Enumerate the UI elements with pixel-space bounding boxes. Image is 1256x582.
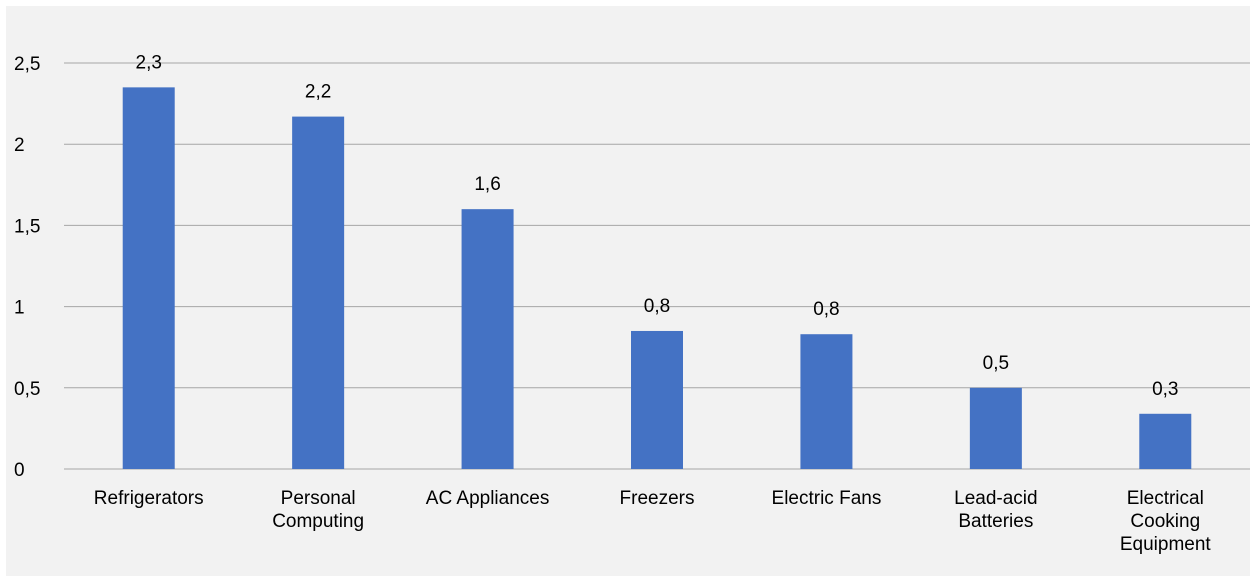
bar — [461, 209, 514, 469]
bar — [292, 116, 345, 469]
bar — [800, 334, 853, 469]
y-tick-label: 0 — [14, 460, 25, 481]
x-tick-label: Personal Computing — [272, 488, 364, 532]
x-tick-label: Refrigerators — [94, 488, 204, 509]
bar — [122, 87, 175, 470]
x-tick-label: Freezers — [620, 488, 695, 509]
gridlines — [64, 62, 1250, 470]
chart-panel: 0 0,5 1 1,5 2 2,5 2,3 2,2 1,6 0,8 0,8 0,5 0,3 Refri… — [6, 6, 1250, 576]
x-tick-label: AC Appliances — [426, 488, 550, 509]
data-label: 0,3 — [1152, 379, 1178, 400]
y-axis-ticks: 0 0,5 1 1,5 2 2,5 — [14, 54, 40, 481]
x-tick-label: Electric Fans — [772, 488, 882, 509]
x-tick-label: Lead-acid Batteries — [954, 488, 1037, 532]
y-tick-label: 1 — [14, 298, 25, 319]
y-tick-label: 2 — [14, 135, 25, 156]
data-label: 0,5 — [983, 353, 1009, 374]
data-label: 0,8 — [644, 296, 670, 317]
bar — [1139, 413, 1192, 469]
bar-chart: 0 0,5 1 1,5 2 2,5 2,3 2,2 1,6 0,8 0,8 0,5 0,3 Refri… — [14, 52, 1250, 555]
data-label: 2,3 — [136, 52, 162, 73]
data-label: 2,2 — [305, 82, 331, 103]
data-labels: 2,3 2,2 1,6 0,8 0,8 0,5 0,3 — [136, 52, 1179, 399]
x-tick-label: Electrical Cooking Equipment — [1120, 488, 1212, 555]
bar — [969, 387, 1022, 469]
y-tick-label: 2,5 — [14, 54, 40, 75]
data-label: 0,8 — [813, 299, 839, 320]
y-tick-label: 0,5 — [14, 379, 40, 400]
bars — [122, 87, 1192, 470]
data-label: 1,6 — [474, 174, 500, 195]
bar — [631, 330, 683, 469]
x-axis-categories: Refrigerators Personal Computing AC Applian… — [94, 488, 1212, 555]
y-tick-label: 1,5 — [14, 216, 40, 237]
